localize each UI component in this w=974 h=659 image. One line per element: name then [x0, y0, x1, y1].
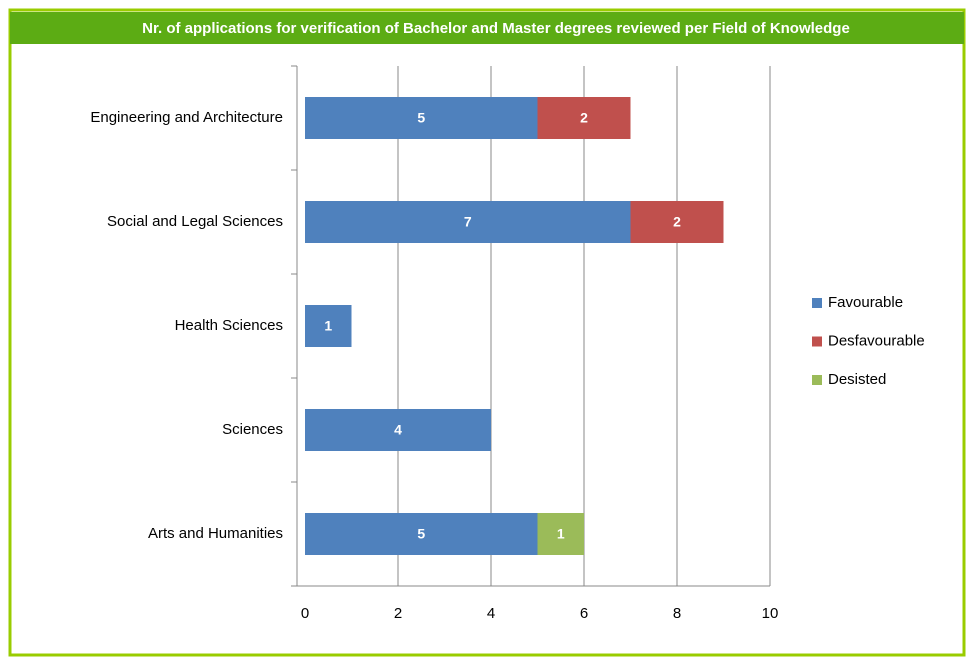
- y-tick-label: Sciences: [222, 421, 283, 438]
- value-label: 2: [673, 214, 681, 230]
- x-tick-label: 2: [394, 605, 402, 622]
- legend-label: Favourable: [828, 294, 903, 311]
- x-tick-label: 10: [762, 605, 779, 622]
- value-label: 5: [417, 110, 425, 126]
- value-label: 2: [580, 110, 588, 126]
- bar-segment: [305, 97, 538, 139]
- x-tick-label: 8: [673, 605, 681, 622]
- legend-label: Desisted: [828, 371, 886, 388]
- y-tick-label: Engineering and Architecture: [90, 109, 283, 126]
- bar-segment: [305, 409, 491, 451]
- x-tick-label: 0: [301, 605, 309, 622]
- y-tick-label: Arts and Humanities: [148, 525, 283, 542]
- header-bar: [10, 12, 964, 44]
- value-label: 7: [464, 214, 472, 230]
- bar-segment: [305, 305, 352, 347]
- bar-segment: [305, 201, 631, 243]
- x-tick-label: 6: [580, 605, 588, 622]
- value-label: 5: [417, 526, 425, 542]
- value-label: 1: [324, 318, 332, 334]
- value-label: 4: [394, 422, 402, 438]
- chart-title: Nr. of applications for verification of …: [142, 20, 850, 37]
- bar-segment: [630, 201, 724, 243]
- bar-segment: [537, 513, 584, 555]
- x-tick-label: 4: [487, 605, 495, 622]
- legend-swatch: [812, 298, 822, 308]
- legend-label: Desfavourable: [828, 332, 925, 349]
- y-tick-label: Social and Legal Sciences: [107, 213, 283, 230]
- legend-swatch: [812, 336, 822, 347]
- bar-segment: [305, 513, 538, 555]
- y-tick-label: Health Sciences: [175, 317, 283, 334]
- legend-swatch: [812, 375, 822, 385]
- value-label: 1: [557, 526, 565, 542]
- bar-segment: [537, 97, 631, 139]
